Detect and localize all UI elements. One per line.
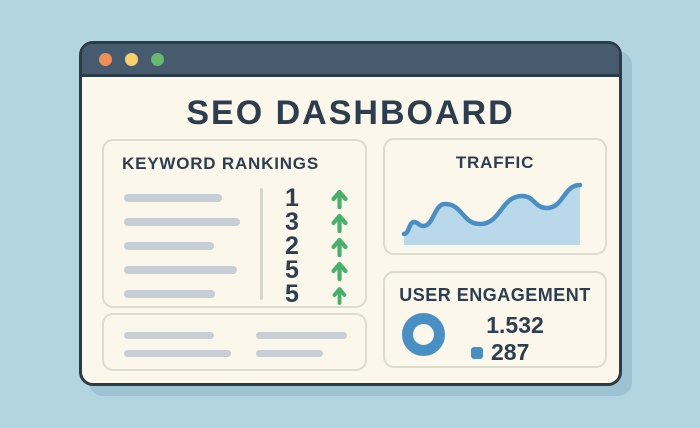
traffic-sparkline-chart: [401, 182, 583, 245]
rank-value: 3: [285, 208, 299, 236]
user-engagement-panel: USER ENGAGEMENT 1.532 287: [383, 271, 607, 368]
secondary-metric: 287: [471, 339, 529, 366]
trend-up-icon: [324, 236, 354, 262]
keyword-row: 5: [104, 256, 365, 284]
trend-up-icon: [324, 212, 354, 238]
rankings-divider: [260, 188, 263, 300]
rank-value: 5: [285, 280, 299, 308]
summary-placeholder-bar: [124, 350, 231, 357]
keyword-placeholder-bar: [124, 290, 215, 298]
keyword-row: 5: [104, 280, 365, 308]
user-engagement-title: USER ENGAGEMENT: [399, 285, 591, 305]
window-control-maximize-button[interactable]: [151, 52, 164, 66]
rank-value: 5: [285, 256, 299, 284]
summary-placeholder-bar: [124, 332, 214, 339]
window-control-minimize-button[interactable]: [125, 52, 138, 66]
summary-panel: [102, 313, 367, 371]
keyword-row: 2: [104, 232, 365, 260]
legend-square-icon: [471, 346, 483, 359]
engagement-donut-chart: [402, 313, 445, 356]
primary-metric-value: 1.532: [486, 312, 544, 338]
keyword-placeholder-bar: [124, 242, 214, 250]
keyword-row: 1: [104, 184, 365, 212]
summary-placeholder-bar: [256, 350, 323, 357]
traffic-line: [401, 182, 583, 237]
keyword-rankings-title: KEYWORD RANKINGS: [122, 154, 319, 173]
traffic-panel: TRAFFIC: [383, 138, 607, 255]
browser-window: SEO DASHBOARD KEYWORD RANKINGS 1 3: [79, 41, 622, 386]
summary-placeholder-bar: [256, 332, 347, 339]
traffic-area: [404, 185, 580, 245]
trend-up-icon: [324, 188, 354, 214]
trend-up-icon: [324, 284, 354, 310]
keyword-placeholder-bar: [124, 218, 240, 226]
titlebar: [82, 44, 619, 77]
keyword-placeholder-bar: [124, 266, 237, 274]
keyword-rankings-list: 1 3 2: [104, 184, 365, 308]
trend-up-icon: [324, 260, 354, 286]
window-control-close-button[interactable]: [99, 52, 112, 66]
secondary-metric-value: 287: [491, 339, 530, 365]
page-title: SEO DASHBOARD: [186, 94, 515, 132]
traffic-title: TRAFFIC: [455, 153, 535, 172]
rank-value: 1: [285, 184, 299, 212]
rank-value: 2: [285, 232, 299, 260]
keyword-row: 3: [104, 208, 365, 236]
keyword-rankings-panel: KEYWORD RANKINGS 1 3: [102, 139, 367, 308]
keyword-placeholder-bar: [124, 194, 222, 202]
